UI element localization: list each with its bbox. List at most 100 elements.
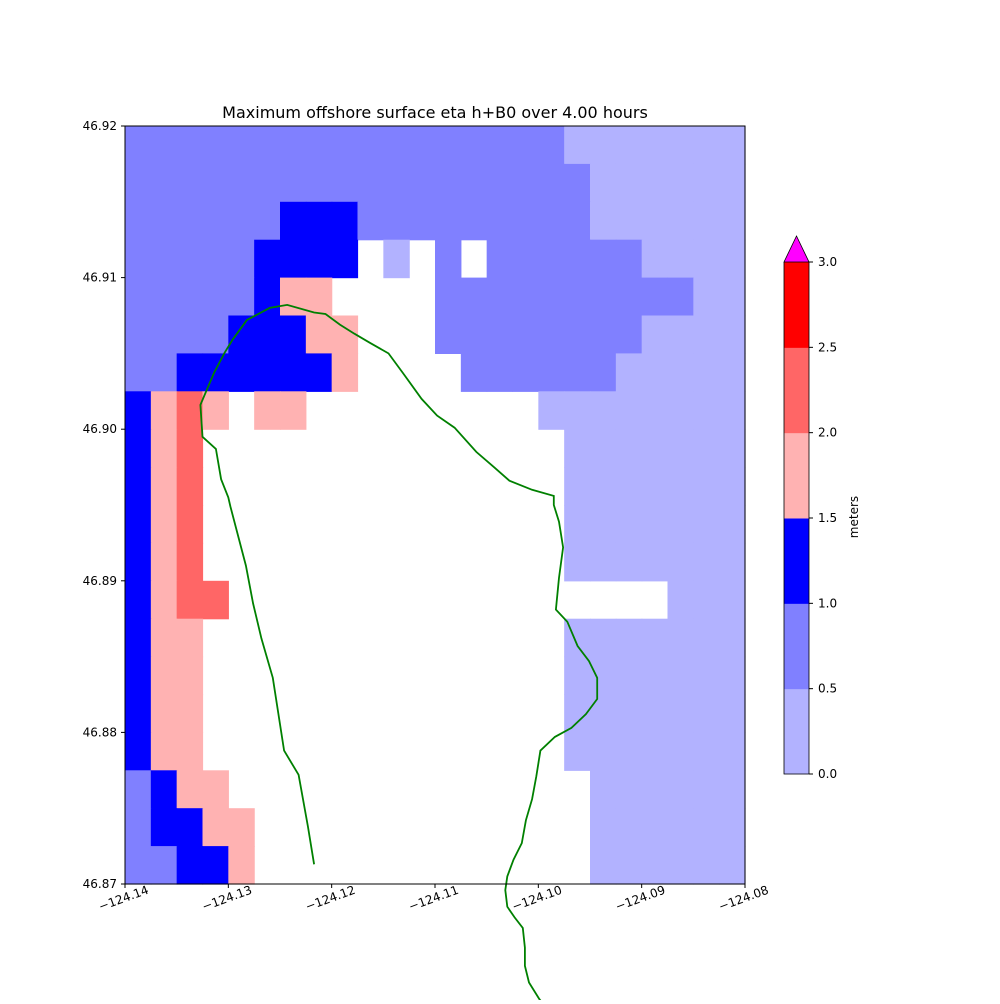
heatmap-cell [202, 391, 229, 430]
heatmap-cell [125, 353, 152, 392]
heatmap-cell [125, 770, 152, 809]
heatmap-cell [693, 542, 720, 582]
heatmap-cell [615, 732, 643, 771]
heatmap-cell [486, 201, 514, 241]
heatmap-cell [150, 126, 178, 165]
heatmap-cell [435, 201, 462, 241]
heatmap-cell [409, 201, 436, 241]
heatmap-cell [667, 505, 694, 544]
heatmap-cell [719, 656, 746, 696]
heatmap-cell [125, 732, 152, 771]
heatmap-cell [150, 846, 178, 885]
heatmap-cell [150, 467, 178, 506]
colorbar-tick-label: 3.0 [818, 255, 837, 269]
heatmap-cell [176, 580, 204, 620]
heatmap-cell [305, 126, 333, 165]
heatmap-cell [590, 353, 617, 392]
heatmap-cell [150, 732, 178, 771]
y-tick-label: 46.92 [83, 119, 117, 133]
heatmap-cell [202, 580, 229, 620]
heatmap-cell [460, 201, 488, 241]
heatmap-cell [564, 505, 591, 544]
heatmap-cell [615, 618, 643, 658]
heatmap-cell [564, 429, 591, 468]
heatmap-cell [719, 808, 746, 847]
heatmap-cell [667, 732, 694, 771]
heatmap-cell [719, 391, 746, 430]
heatmap-cell [176, 467, 204, 506]
heatmap-cell [615, 239, 643, 279]
heatmap-cell [719, 163, 746, 203]
heatmap-cell [615, 163, 643, 203]
heatmap-cell [641, 505, 669, 544]
heatmap-cell [693, 770, 720, 809]
heatmap-cell [590, 846, 617, 885]
heatmap-cell [693, 505, 720, 544]
heatmap-cell [125, 391, 152, 430]
colorbar-extend-arrow [783, 235, 810, 263]
heatmap-cell [719, 126, 746, 165]
x-tick-label: −124.08 [717, 883, 771, 914]
heatmap-cell [176, 694, 204, 733]
heatmap-cell [538, 353, 565, 392]
heatmap-cell [590, 277, 617, 317]
heatmap-cell [383, 239, 410, 279]
heatmap-cell [435, 315, 462, 354]
y-axis: 46.87 46.88 46.89 46.90 46.91 46.92 [83, 119, 125, 891]
heatmap-cell [590, 505, 617, 544]
heatmap-cell [486, 315, 514, 354]
heatmap-cell [228, 201, 255, 241]
heatmap-cell [719, 542, 746, 582]
heatmap-cell [667, 656, 694, 696]
heatmap-cell [590, 542, 617, 582]
colorbar-swatch [784, 688, 809, 775]
heatmap-cell [228, 277, 255, 317]
heatmap-cell [409, 163, 436, 203]
heatmap-cell [176, 429, 204, 468]
heatmap-cell [150, 239, 178, 279]
shoreline-layer [199, 303, 599, 1004]
heatmap-cell [667, 467, 694, 506]
heatmap-cell [615, 694, 643, 733]
heatmap-cell [641, 467, 669, 506]
heatmap-cell [202, 277, 229, 317]
heatmap-cell [460, 277, 488, 317]
heatmap-cell [667, 808, 694, 847]
colorbar-swatch [784, 262, 809, 348]
heatmap-cell [228, 239, 255, 279]
x-tick-label: −124.12 [303, 883, 357, 914]
heatmap-cell [228, 163, 255, 203]
heatmap-cell [615, 201, 643, 241]
heatmap-cell [667, 315, 694, 354]
heatmap-cell [615, 277, 643, 317]
heatmap-cell [150, 391, 178, 430]
heatmap-cell [150, 315, 178, 354]
heatmap-cell [564, 732, 591, 771]
heatmap-cell [693, 239, 720, 279]
heatmap-cell [719, 580, 746, 620]
heatmap-cell [228, 126, 255, 165]
heatmap-cell [486, 163, 514, 203]
heatmap-cell [435, 126, 462, 165]
heatmap-cell [150, 163, 178, 203]
heatmap-cell [460, 315, 488, 354]
heatmap-cell [254, 315, 281, 354]
heatmap-cell [125, 277, 152, 317]
heatmap-cell [176, 505, 204, 544]
heatmap-cell [641, 618, 669, 658]
heatmap-cell [641, 770, 669, 809]
heatmap-cell [590, 201, 617, 241]
colorbar-tick-label: 2.0 [818, 426, 837, 440]
heatmap-cell [176, 315, 204, 354]
heatmap-cells [125, 126, 746, 885]
heatmap-cell [254, 201, 281, 241]
heatmap-cell [590, 770, 617, 809]
heatmap-cell [280, 391, 307, 430]
heatmap-cell [228, 353, 255, 392]
heatmap-cell [150, 694, 178, 733]
heatmap-cell [202, 808, 229, 847]
heatmap-cell [125, 163, 152, 203]
heatmap-cell [512, 353, 539, 392]
heatmap-cell [641, 846, 669, 885]
heatmap-cell [590, 618, 617, 658]
